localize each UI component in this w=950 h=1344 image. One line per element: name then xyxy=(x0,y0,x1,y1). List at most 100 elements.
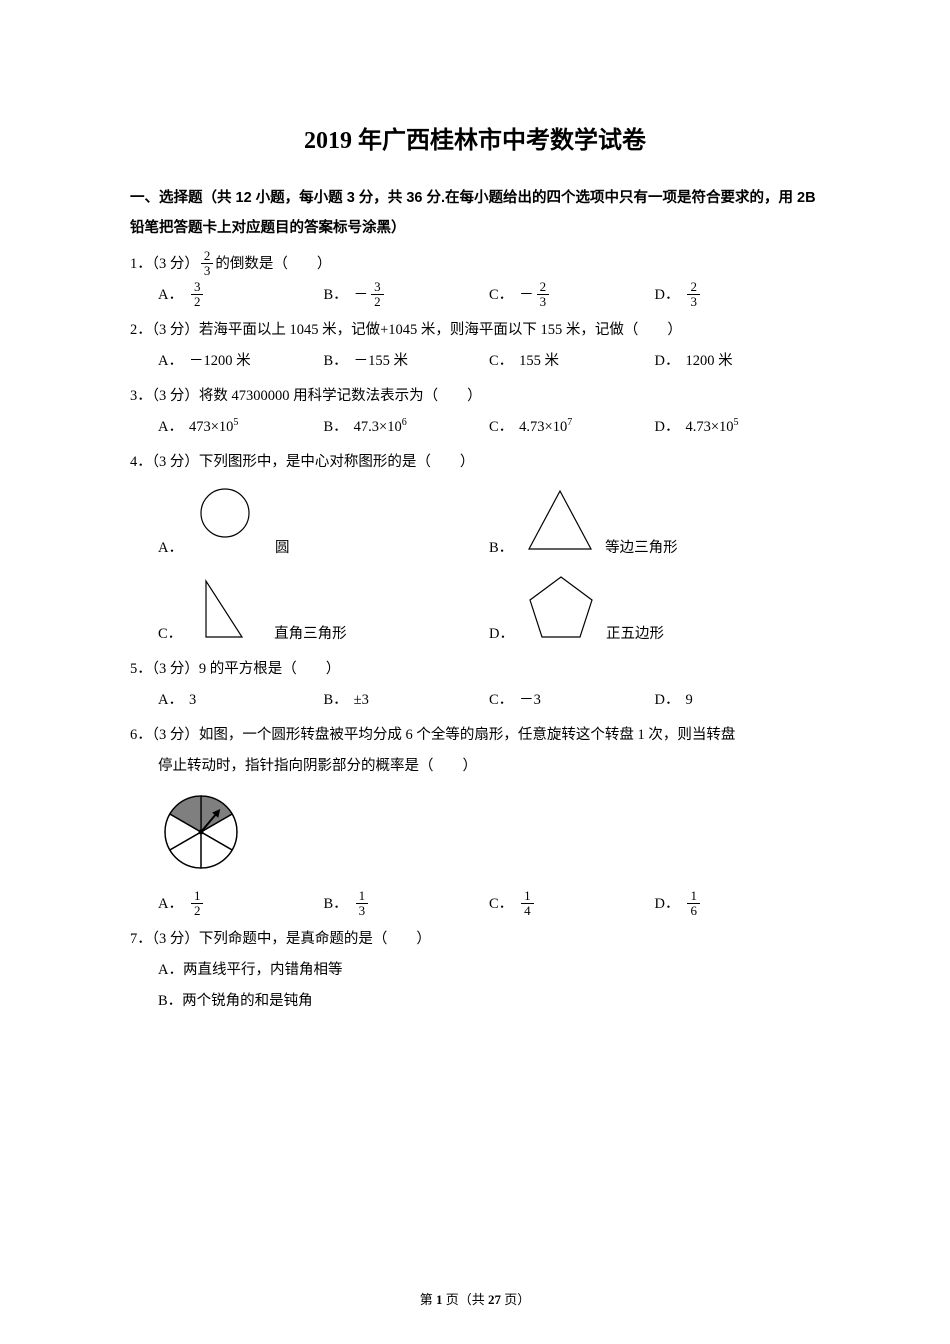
base: 473×10 xyxy=(189,419,233,435)
q4-row-2: C． 直角三角形 D． 正五边形 xyxy=(158,569,820,645)
minus-sign: － xyxy=(519,281,534,310)
q4-option-b: B． 等边三角形 xyxy=(489,483,820,559)
triangle-icon xyxy=(523,483,597,559)
q4-option-d: D． 正五边形 xyxy=(489,569,820,645)
exam-page: 2019 年广西桂林市中考数学试卷 一、选择题（共 12 小题，每小题 3 分，… xyxy=(0,0,950,1344)
neg-frac: －23 xyxy=(519,281,551,310)
q2-choice-b: B．－155 米 xyxy=(324,347,490,376)
q1-stem: 1．（3 分）23的倒数是（ ） xyxy=(130,250,820,279)
num: 1 xyxy=(356,889,369,904)
shape-caption: 圆 xyxy=(275,536,290,559)
right-triangle-icon xyxy=(192,569,266,645)
exp: 7 xyxy=(567,417,572,428)
choice-text: 9 xyxy=(685,686,692,715)
choice-label: D． xyxy=(489,622,514,645)
choice-label: B． xyxy=(324,347,348,376)
choice-text: 4.73×107 xyxy=(519,413,572,442)
q2-choices: A．－1200 米 B．－155 米 C．155 米 D．1200 米 xyxy=(130,347,820,376)
shape-pentagon xyxy=(524,569,598,645)
q4-option-c: C． 直角三角形 xyxy=(158,569,489,645)
q1-stem-after: 的倒数是（ ） xyxy=(215,256,331,272)
choice-label: B． xyxy=(324,890,348,919)
choice-text: 473×105 xyxy=(189,413,238,442)
num: 2 xyxy=(687,280,700,295)
choice-text: 155 米 xyxy=(519,347,559,376)
frac: 23 xyxy=(537,280,550,308)
q6-choice-d: D． 16 xyxy=(655,890,821,919)
shape-caption: 等边三角形 xyxy=(605,536,678,559)
choice-text: 4.73×105 xyxy=(685,413,738,442)
num: 1 xyxy=(191,889,204,904)
pentagon-icon xyxy=(524,569,598,645)
minus-sign: － xyxy=(354,281,369,310)
q5-choice-b: B．±3 xyxy=(324,686,490,715)
choice-label: D． xyxy=(655,686,680,715)
choice-label: C． xyxy=(489,347,513,376)
den: 2 xyxy=(191,295,204,309)
shape-caption: 直角三角形 xyxy=(274,622,347,645)
q5-choice-c: C．－3 xyxy=(489,686,655,715)
q6-choice-c: C． 14 xyxy=(489,890,655,919)
neg-frac: －32 xyxy=(354,281,386,310)
den: 6 xyxy=(687,904,700,918)
q4-option-a: A． 圆 xyxy=(158,483,489,559)
choice-text: 3 xyxy=(189,686,196,715)
circle-icon xyxy=(193,483,267,559)
choice-text: －155 米 xyxy=(354,347,408,376)
section-1-heading: 一、选择题（共 12 小题，每小题 3 分，共 36 分.在每小题给出的四个选项… xyxy=(130,183,820,244)
q6-choices: A． 12 B． 13 C． 14 D． 16 xyxy=(130,890,820,919)
q5-choices: A．3 B．±3 C．－3 D．9 xyxy=(130,686,820,715)
num: 3 xyxy=(191,280,204,295)
shape-right-triangle xyxy=(192,569,266,645)
q4-row-1: A． 圆 B． 等边三角形 xyxy=(158,483,820,559)
choice-label: C． xyxy=(489,890,513,919)
q2-choice-a: A．－1200 米 xyxy=(158,347,324,376)
q1-choice-a: A． 32 xyxy=(158,281,324,310)
base: 4.73×10 xyxy=(519,419,567,435)
frac: 32 xyxy=(371,280,384,308)
frac: 32 xyxy=(191,280,204,308)
exp: 5 xyxy=(734,417,739,428)
den: 4 xyxy=(521,904,534,918)
num: 2 xyxy=(537,280,550,295)
choice-label: C． xyxy=(489,413,513,442)
footer-prefix: 第 xyxy=(420,1292,436,1307)
choice-label: B． xyxy=(324,686,348,715)
q3-choice-d: D．4.73×105 xyxy=(655,413,821,442)
choice-label: D． xyxy=(655,347,680,376)
choice-label: A． xyxy=(158,686,183,715)
frac: 23 xyxy=(687,280,700,308)
q1-stem-frac: 23 xyxy=(201,249,214,277)
frac: 16 xyxy=(687,889,700,917)
den: 3 xyxy=(356,904,369,918)
q4-shape-grid: A． 圆 B． 等边三角形 C． xyxy=(130,483,820,645)
den: 3 xyxy=(537,295,550,309)
choice-label: A． xyxy=(158,413,183,442)
q1-choice-b: B． －32 xyxy=(324,281,490,310)
frac: 12 xyxy=(191,889,204,917)
choice-label: A． xyxy=(158,536,183,559)
choice-label: C． xyxy=(489,686,513,715)
choice-label: A． xyxy=(158,347,183,376)
q5-choice-d: D．9 xyxy=(655,686,821,715)
q1-choice-c: C． －23 xyxy=(489,281,655,310)
base: 4.73×10 xyxy=(685,419,733,435)
choice-label: B． xyxy=(324,413,348,442)
q5-stem: 5．（3 分）9 的平方根是（ ） xyxy=(130,655,820,684)
q2-stem: 2．（3 分）若海平面以上 1045 米，记做+1045 米，则海平面以下 15… xyxy=(130,316,820,345)
q6-stem-line1: 6．（3 分）如图，一个圆形转盘被平均分成 6 个全等的扇形，任意旋转这个转盘 … xyxy=(130,721,820,750)
choice-label: D． xyxy=(655,413,680,442)
choice-label: B． xyxy=(324,281,348,310)
choice-text: 47.3×106 xyxy=(354,413,407,442)
q1-choice-d: D． 23 xyxy=(655,281,821,310)
q3-choice-c: C．4.73×107 xyxy=(489,413,655,442)
q7-option-b: B．两个锐角的和是钝角 xyxy=(130,987,820,1016)
q1-stem-before: 1．（3 分） xyxy=(130,256,199,272)
footer-suffix: 页） xyxy=(501,1292,530,1307)
exp: 6 xyxy=(402,417,407,428)
q4-stem: 4．（3 分）下列图形中，是中心对称图形的是（ ） xyxy=(130,448,820,477)
q3-stem: 3．（3 分）将数 47300000 用科学记数法表示为（ ） xyxy=(130,382,820,411)
choice-text: －3 xyxy=(519,686,541,715)
choice-text: ±3 xyxy=(354,686,369,715)
q7-option-a: A．两直线平行，内错角相等 xyxy=(130,956,820,985)
